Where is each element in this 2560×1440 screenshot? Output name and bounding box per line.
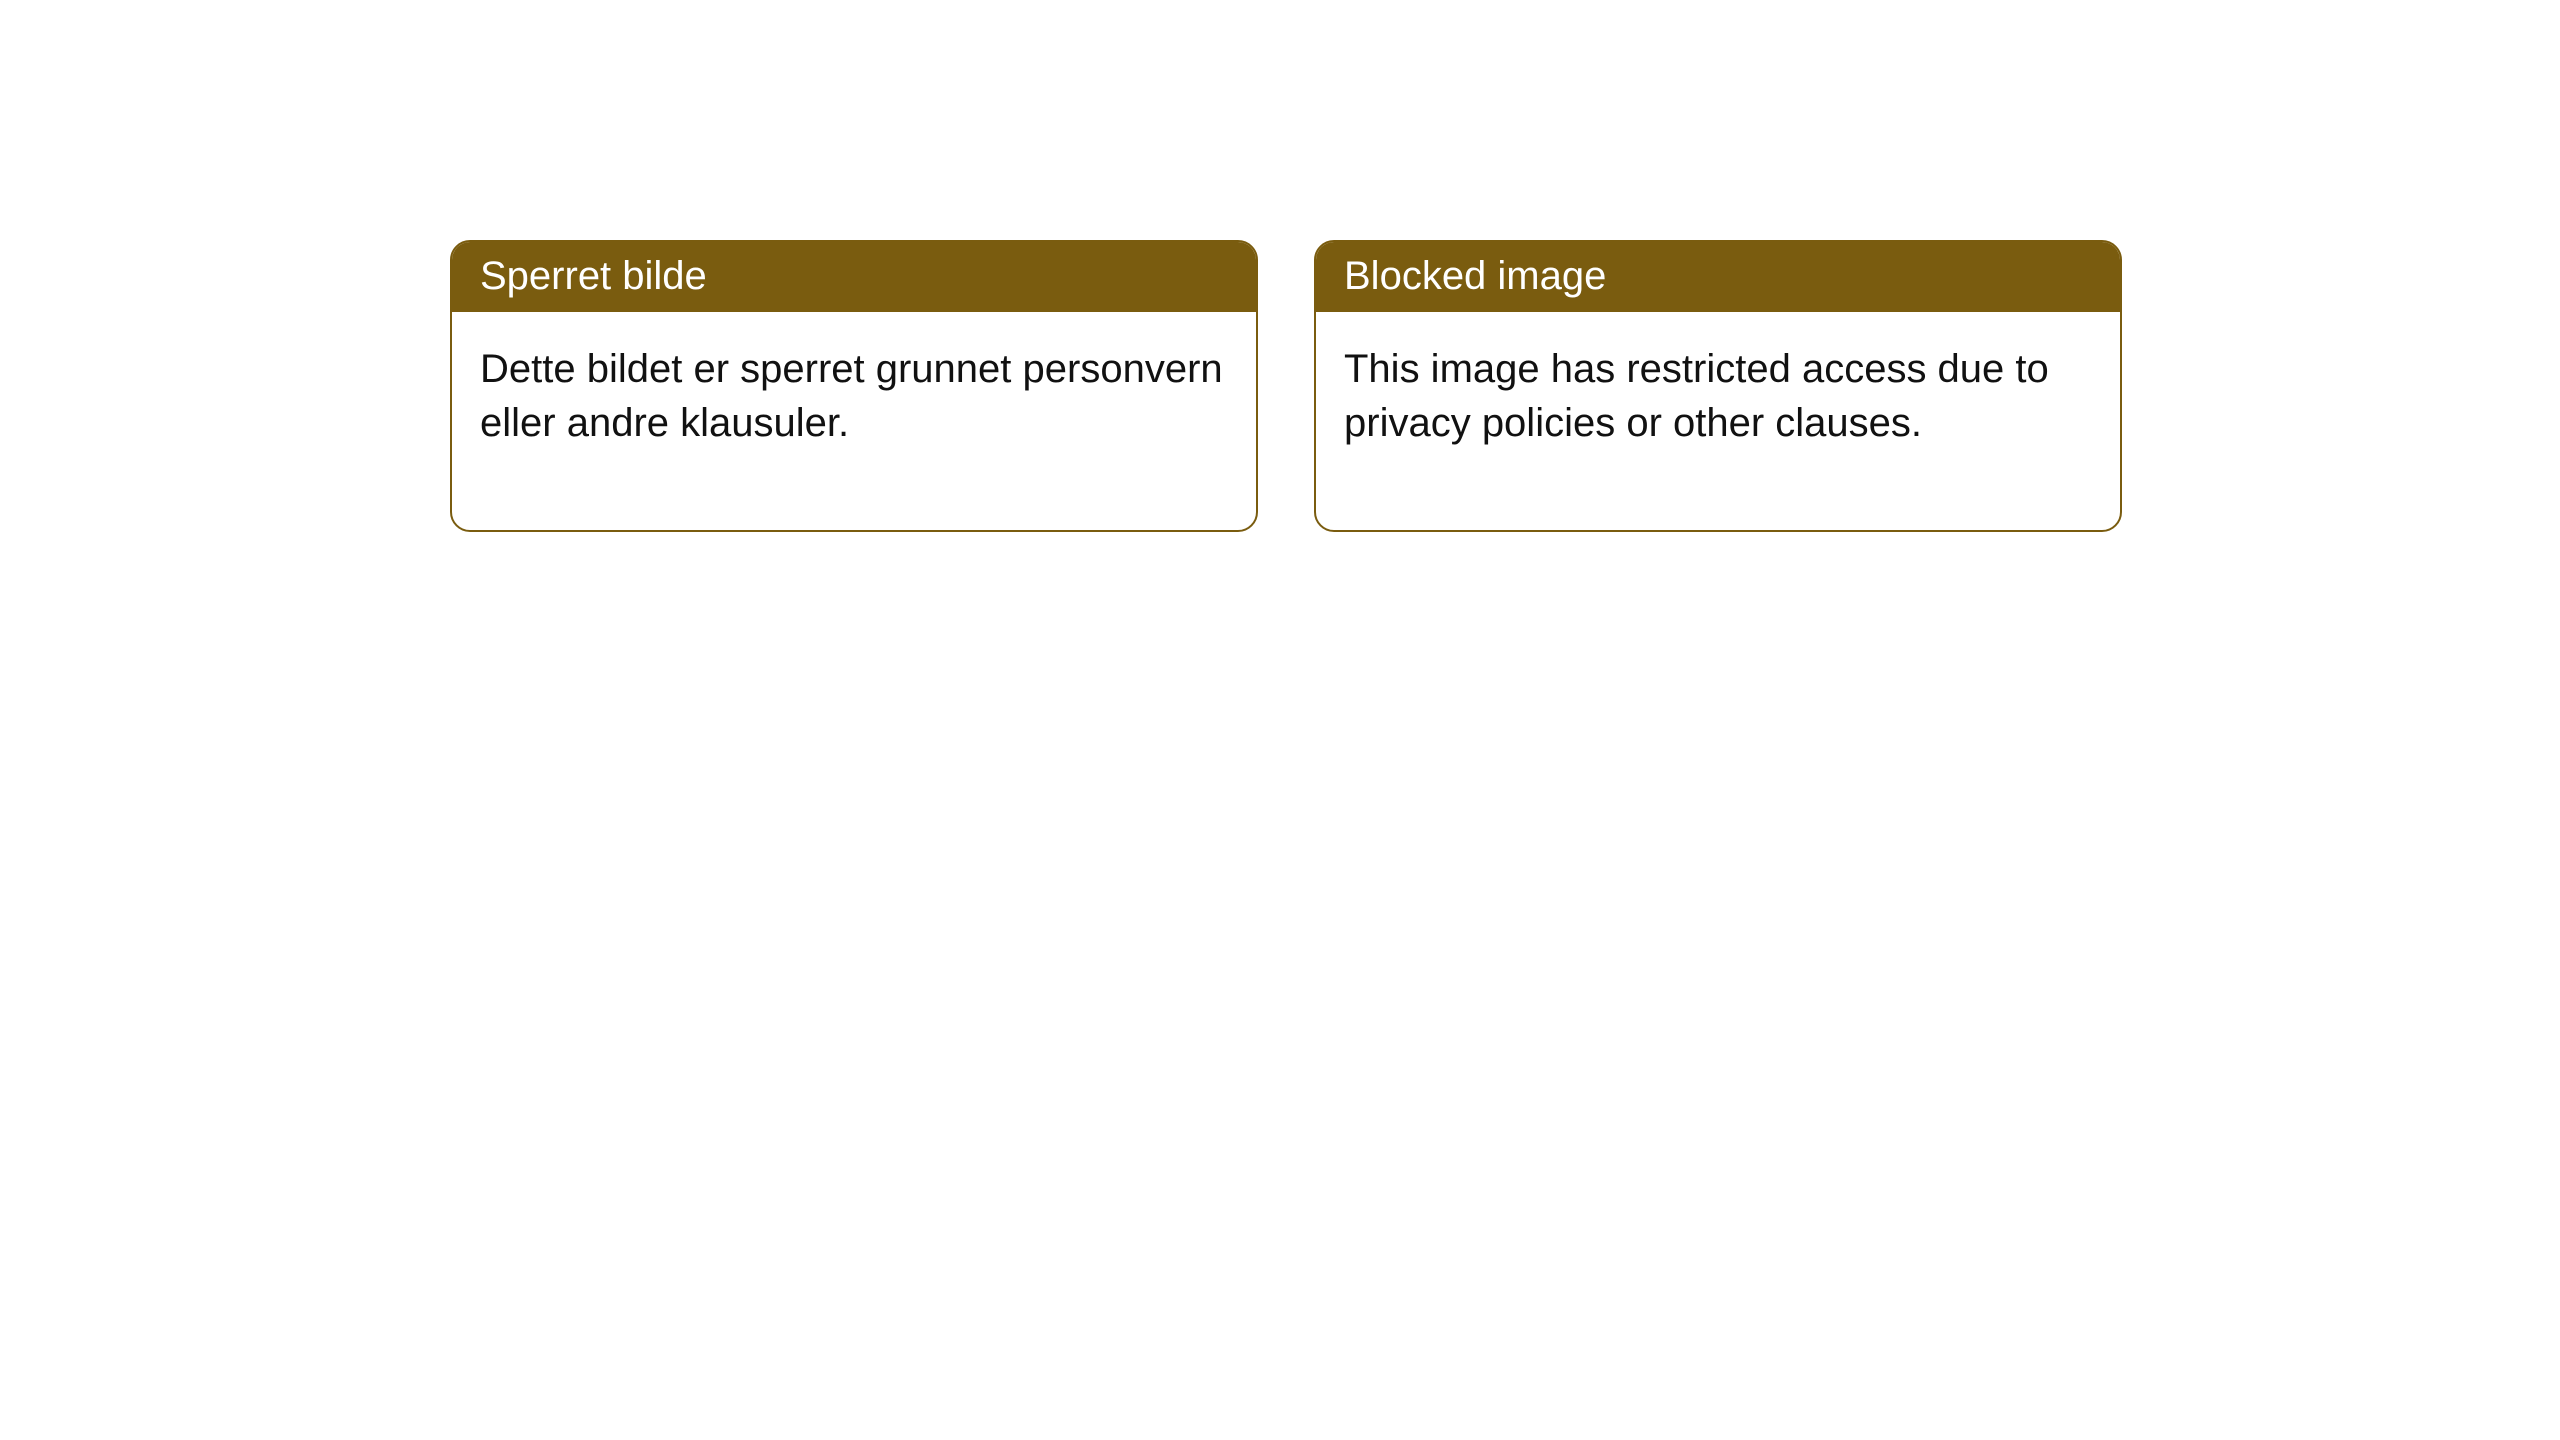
notice-cards-container: Sperret bilde Dette bildet er sperret gr… [450, 240, 2122, 532]
notice-card-header: Blocked image [1316, 242, 2120, 312]
notice-card-english: Blocked image This image has restricted … [1314, 240, 2122, 532]
notice-card-header-text: Blocked image [1344, 254, 1606, 298]
notice-card-header: Sperret bilde [452, 242, 1256, 312]
notice-card-body-text: This image has restricted access due to … [1344, 347, 2049, 445]
notice-card-body-text: Dette bildet er sperret grunnet personve… [480, 347, 1223, 445]
notice-card-body: This image has restricted access due to … [1316, 312, 2120, 530]
notice-card-header-text: Sperret bilde [480, 254, 707, 298]
notice-card-norwegian: Sperret bilde Dette bildet er sperret gr… [450, 240, 1258, 532]
notice-card-body: Dette bildet er sperret grunnet personve… [452, 312, 1256, 530]
